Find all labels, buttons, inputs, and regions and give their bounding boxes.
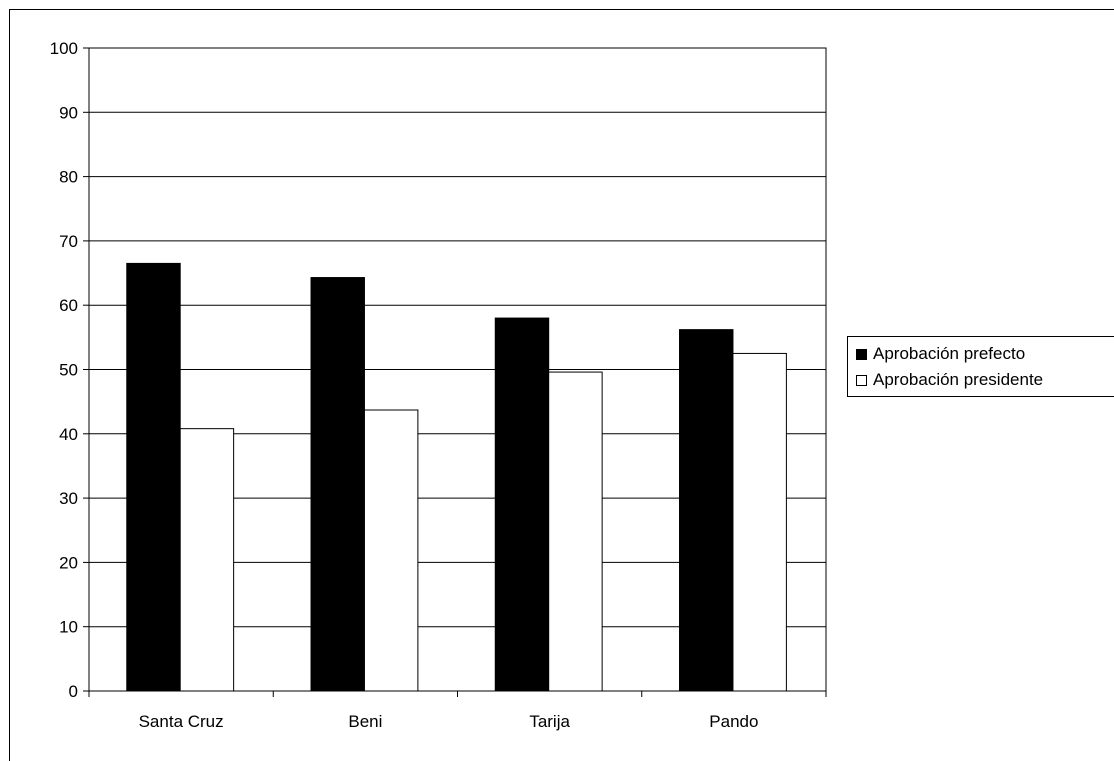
bar-pando-series-1 (732, 352, 787, 692)
y-tick-label-80: 80 (59, 168, 78, 187)
bar-pando-series-0 (679, 329, 734, 692)
legend-swatch-presidente (856, 374, 867, 386)
y-tick-label-100: 100 (50, 39, 78, 58)
y-tick-label-50: 50 (59, 361, 78, 380)
bar-santa-cruz-series-1 (179, 428, 235, 692)
y-tick-label-20: 20 (59, 553, 78, 572)
axes (83, 47, 827, 697)
legend: Aprobación prefecto Aprobación president… (847, 336, 1114, 397)
y-tick-label-90: 90 (59, 103, 78, 122)
legend-item-presidente: Aprobación presidente (856, 368, 1043, 392)
y-tick-label-70: 70 (59, 232, 78, 251)
bar-santa-cruz-series-0 (126, 262, 181, 692)
bars (126, 262, 787, 692)
y-tick-label-30: 30 (59, 489, 78, 508)
x-tick-label-santa-cruz: Santa Cruz (139, 712, 224, 731)
bar-tarija-series-1 (548, 371, 603, 692)
bar-tarija-series-0 (494, 317, 550, 692)
x-tick-label-tarija: Tarija (529, 712, 570, 731)
x-tick-label-pando: Pando (709, 712, 758, 731)
legend-label-presidente: Aprobación presidente (873, 370, 1044, 389)
legend-swatch-prefecto (856, 348, 867, 360)
chart-frame (9, 9, 1114, 761)
bar-beni-series-1 (363, 409, 419, 692)
y-tick-label-60: 60 (59, 296, 78, 315)
tick-labels: 0 10 20 30 40 50 60 70 80 90 100 Santa Cruz Beni Tari… (50, 39, 759, 731)
y-tick-label-10: 10 (59, 618, 78, 637)
x-tick-label-beni: Beni (348, 712, 382, 731)
y-tick-label-40: 40 (59, 425, 78, 444)
legend-item-prefecto: Aprobación prefecto (856, 342, 1025, 366)
legend-label-prefecto: Aprobación prefecto (873, 344, 1026, 363)
y-tick-label-0: 0 (69, 682, 78, 701)
bar-beni-series-0 (310, 277, 365, 692)
